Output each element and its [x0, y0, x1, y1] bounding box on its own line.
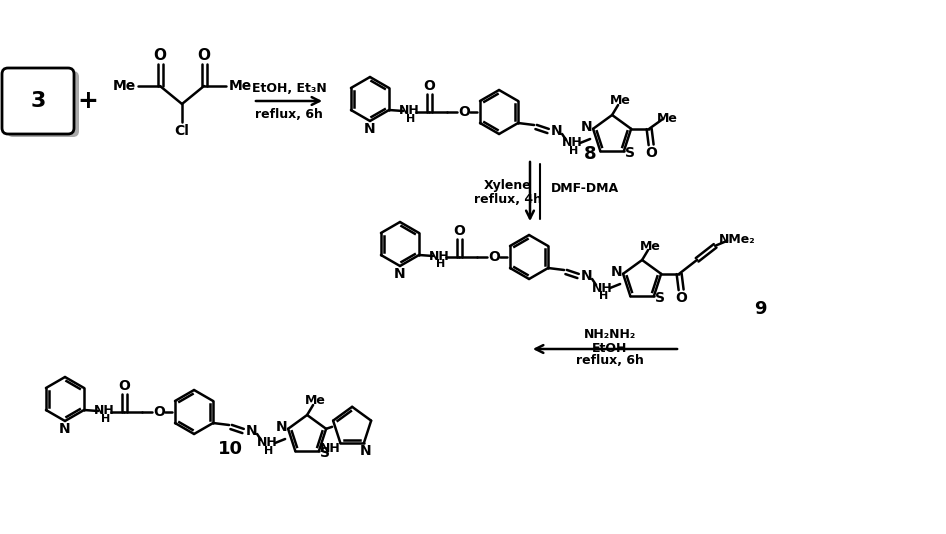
Text: O: O — [488, 250, 500, 264]
Text: N: N — [394, 267, 406, 281]
Text: EtOH, Et₃N: EtOH, Et₃N — [252, 82, 326, 95]
Text: N: N — [364, 122, 376, 136]
Text: Me: Me — [639, 240, 660, 253]
Text: O: O — [423, 79, 435, 93]
Text: Me: Me — [113, 79, 135, 93]
Text: O: O — [458, 105, 470, 119]
Text: H: H — [600, 291, 608, 301]
Text: NH: NH — [256, 436, 277, 450]
Text: 3: 3 — [30, 91, 45, 111]
Text: O: O — [675, 291, 687, 305]
Text: 8: 8 — [584, 145, 596, 163]
Text: S: S — [625, 146, 635, 160]
Text: NH: NH — [320, 442, 341, 454]
Text: Me: Me — [609, 95, 631, 107]
FancyBboxPatch shape — [7, 71, 79, 137]
Text: NH₂NH₂: NH₂NH₂ — [584, 328, 636, 342]
Text: O: O — [198, 48, 211, 62]
Text: Cl: Cl — [175, 124, 189, 138]
Text: H: H — [101, 414, 111, 424]
Text: reflux, 4h: reflux, 4h — [474, 193, 542, 206]
Text: H: H — [265, 446, 273, 456]
Text: +: + — [78, 89, 98, 113]
Text: N: N — [245, 424, 257, 438]
Text: N: N — [60, 422, 71, 436]
Text: O: O — [118, 379, 130, 393]
Text: DMF-DMA: DMF-DMA — [551, 182, 619, 195]
Text: NH: NH — [398, 105, 419, 117]
Text: Xylene: Xylene — [484, 179, 532, 192]
Text: N: N — [275, 420, 287, 434]
Text: O: O — [153, 48, 166, 62]
Text: H: H — [436, 259, 446, 269]
Text: NH: NH — [94, 404, 114, 418]
Text: H: H — [407, 114, 415, 124]
Text: Me: Me — [657, 112, 677, 125]
Text: reflux, 6h: reflux, 6h — [576, 355, 644, 367]
Text: S: S — [320, 446, 330, 460]
Text: NMe₂: NMe₂ — [719, 233, 756, 246]
Text: S: S — [655, 291, 665, 305]
Text: N: N — [360, 444, 372, 458]
Text: H: H — [569, 146, 579, 156]
Text: 10: 10 — [218, 440, 242, 458]
Text: N: N — [580, 269, 592, 283]
Text: O: O — [153, 405, 165, 419]
Text: N: N — [610, 265, 622, 279]
Text: O: O — [453, 224, 465, 238]
Text: reflux, 6h: reflux, 6h — [255, 107, 323, 121]
Text: N: N — [551, 124, 562, 138]
Text: 9: 9 — [754, 300, 766, 318]
Text: O: O — [645, 146, 657, 160]
FancyBboxPatch shape — [2, 68, 74, 134]
Text: NH: NH — [429, 249, 449, 263]
Text: N: N — [580, 120, 592, 134]
Text: EtOH: EtOH — [592, 342, 628, 355]
Text: Me: Me — [228, 79, 252, 93]
Text: Me: Me — [305, 395, 325, 407]
Text: NH: NH — [592, 281, 612, 294]
Text: NH: NH — [562, 137, 583, 150]
